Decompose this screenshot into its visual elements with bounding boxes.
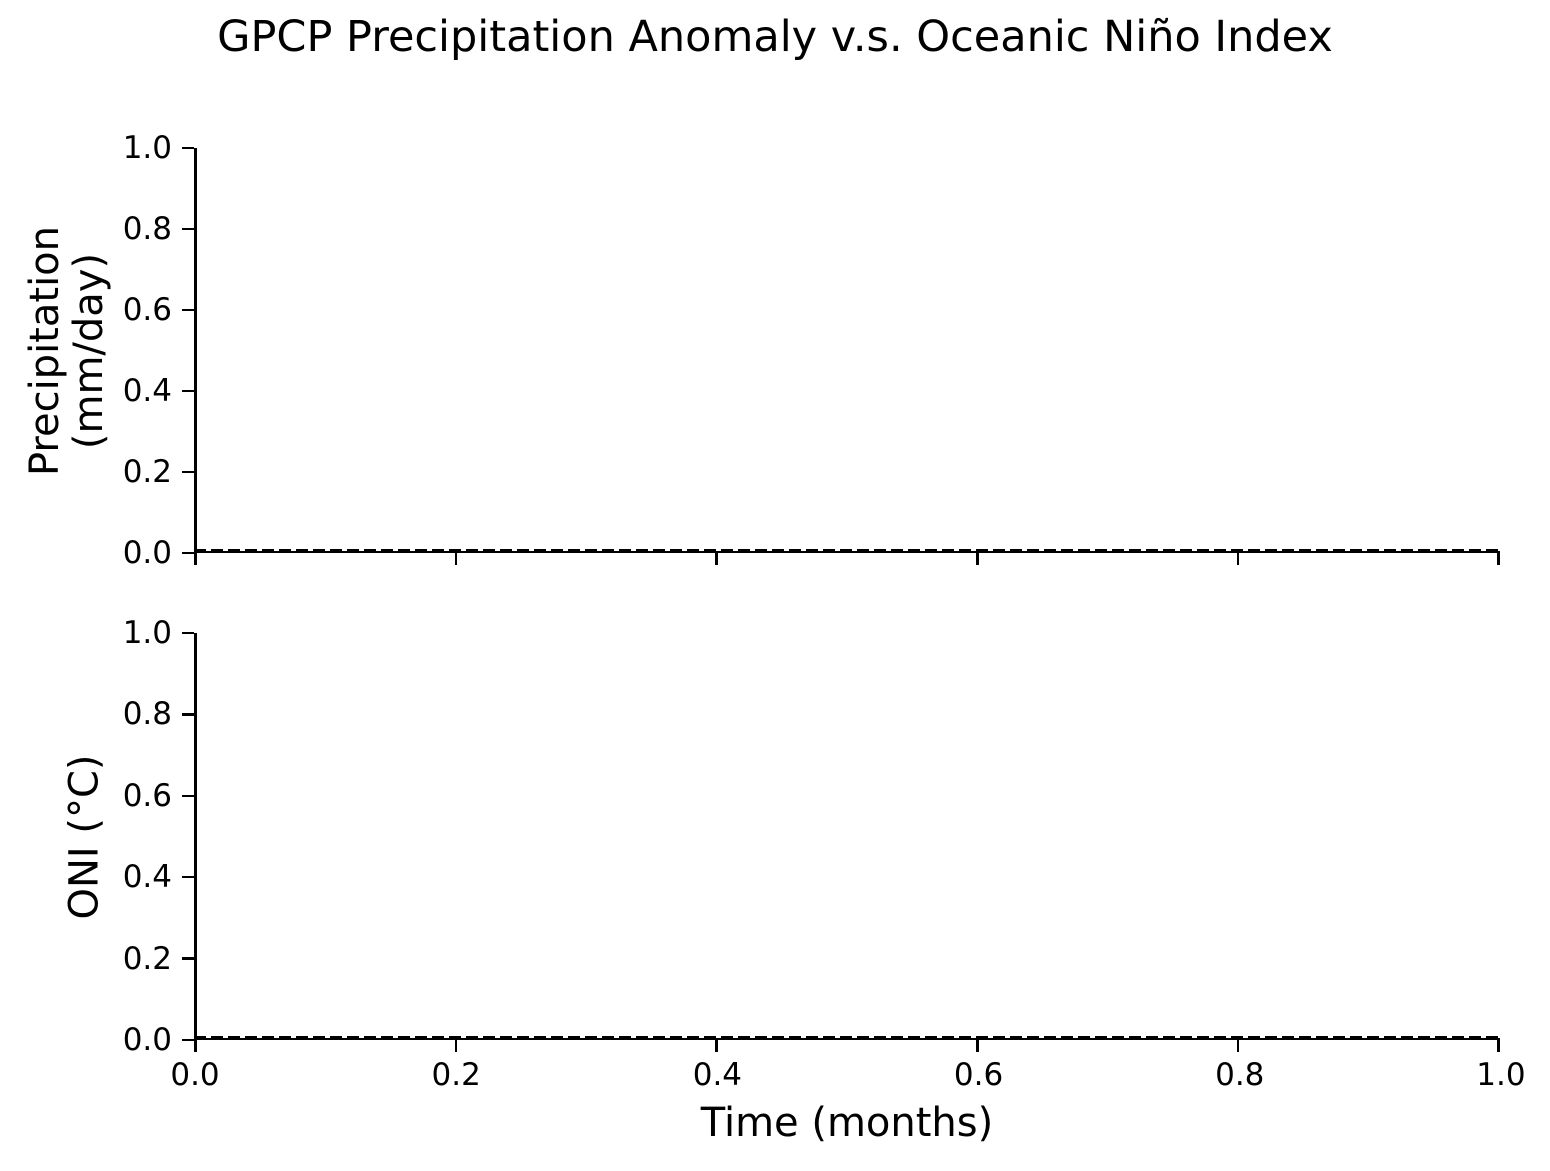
y-tick-label: 0.2 (122, 454, 172, 490)
x-tick-label: 1.0 (1476, 1057, 1526, 1093)
y-tick-mark (182, 308, 194, 312)
precip-y-axis-spine (194, 148, 197, 553)
x-tick-labels: 0.0 0.2 0.4 0.6 0.8 1.0 (158, 1057, 1538, 1093)
y-tick-mark (182, 713, 194, 716)
y-tick-mark (182, 227, 194, 231)
x-tick-mark (1236, 553, 1240, 565)
x-tick-mark (1497, 1040, 1500, 1052)
x-tick-mark (976, 1040, 979, 1052)
y-tick-label: 0.6 (122, 777, 172, 814)
y-tick-label: 0.4 (122, 859, 172, 896)
y-tick-mark (182, 1038, 194, 1042)
oni-y-axis-label-text: ONI (°C) (62, 753, 108, 920)
y-tick-mark (182, 551, 194, 555)
oni-plot-area (194, 633, 1500, 1040)
oni-x-axis-spine (194, 1037, 1500, 1040)
oni-y-tick-labels: 1.0 0.8 0.6 0.4 0.2 0.0 (102, 616, 172, 1057)
x-tick-label: 0.0 (170, 1057, 220, 1093)
x-tick-label: 0.8 (1215, 1057, 1265, 1093)
precip-ylabel-line1: Precipitation (22, 225, 68, 476)
x-tick-label: 0.6 (953, 1057, 1004, 1093)
oni-y-axis-spine (194, 633, 197, 1040)
x-tick-label: 0.4 (692, 1057, 743, 1093)
precip-plot-area (194, 148, 1500, 553)
y-tick-mark (182, 470, 194, 474)
x-tick-mark (454, 1040, 458, 1052)
x-tick-mark (715, 553, 718, 565)
precip-y-tick-marks (182, 146, 194, 555)
x-tick-label: 0.2 (431, 1057, 481, 1093)
y-tick-label: 1.0 (122, 130, 172, 166)
y-tick-label: 1.0 (122, 615, 172, 651)
y-tick-label: 0.4 (122, 373, 172, 409)
y-tick-mark (182, 146, 194, 150)
y-tick-label: 0.6 (122, 292, 172, 328)
precip-x-axis-spine (194, 550, 1500, 553)
x-tick-mark (1497, 553, 1500, 565)
y-tick-mark (182, 875, 194, 879)
y-tick-mark (182, 389, 194, 393)
x-tick-mark (194, 1040, 197, 1052)
y-tick-mark (182, 957, 194, 960)
y-tick-mark (182, 794, 194, 798)
y-tick-label: 0.0 (122, 535, 172, 571)
y-tick-mark (182, 631, 194, 635)
precip-x-tick-marks (194, 553, 1500, 565)
x-tick-mark (194, 553, 197, 565)
x-tick-mark (976, 553, 979, 565)
y-tick-label: 0.8 (122, 211, 172, 247)
precip-y-axis-label-text: Precipitation (mm/day) (22, 225, 112, 476)
oni-y-tick-marks (182, 631, 194, 1042)
oni-zero-dashed-line (194, 1035, 1500, 1038)
oni-x-tick-marks (194, 1040, 1500, 1052)
x-tick-mark (1236, 1040, 1240, 1052)
precip-zero-dashed-line (194, 548, 1500, 551)
precip-y-tick-labels: 1.0 0.8 0.6 0.4 0.2 0.0 (102, 131, 172, 570)
y-tick-label: 0.2 (122, 940, 172, 977)
x-tick-mark (715, 1040, 718, 1052)
chart-title: GPCP Precipitation Anomaly v.s. Oceanic … (217, 12, 1333, 62)
y-tick-label: 0.0 (122, 1021, 172, 1058)
x-axis-label: Time (months) (700, 1100, 994, 1146)
y-tick-label: 0.8 (122, 696, 172, 733)
x-tick-mark (454, 553, 458, 565)
